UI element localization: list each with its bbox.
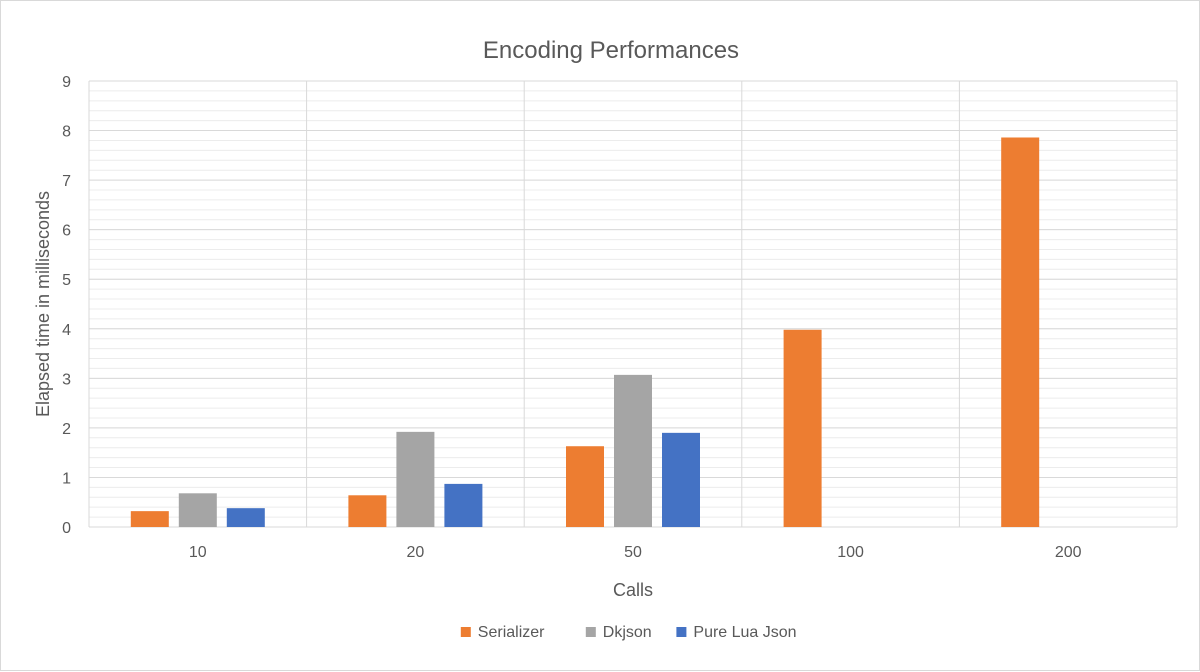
bar-serializer-10 — [130, 511, 169, 527]
legend-label: Dkjson — [603, 624, 652, 641]
x-tick-label: 50 — [624, 544, 642, 561]
bar-serializer-20 — [348, 495, 387, 527]
bar-dkjson-10 — [178, 493, 217, 527]
bars — [130, 137, 1040, 527]
bar-pure-lua-json-10 — [226, 508, 265, 527]
bar-serializer-100 — [783, 329, 822, 527]
bar-pure-lua-json-50 — [662, 432, 700, 527]
y-tick-label: 3 — [62, 371, 71, 388]
bar-serializer-200 — [1001, 137, 1040, 527]
y-tick-label: 6 — [62, 223, 71, 240]
x-tick-label: 10 — [189, 544, 207, 561]
x-axis-label: Calls — [613, 580, 653, 600]
legend-swatch-dkjson — [585, 627, 596, 637]
chart-title: Encoding Performances — [483, 37, 739, 64]
bar-pure-lua-json-20 — [444, 483, 483, 527]
y-tick-label: 0 — [62, 520, 71, 537]
y-tick-label: 2 — [62, 421, 71, 438]
y-axis-label: Elapsed time in milliseconds — [33, 191, 53, 417]
legend-label: Pure Lua Json — [693, 624, 796, 641]
y-axis-ticks: 0 1 2 3 4 5 6 7 8 9 — [62, 74, 71, 537]
y-tick-label: 9 — [62, 74, 71, 91]
y-tick-label: 1 — [62, 470, 71, 487]
bar-dkjson-50 — [614, 374, 652, 527]
bar-serializer-50 — [566, 446, 604, 527]
bar-dkjson-20 — [396, 431, 435, 527]
legend-swatch-serializer — [460, 627, 471, 637]
y-tick-label: 5 — [62, 272, 71, 289]
y-tick-label: 4 — [62, 322, 71, 339]
legend-label: Serializer — [478, 624, 545, 641]
y-tick-label: 7 — [62, 173, 71, 190]
legend: Serializer Dkjson Pure Lua Json — [460, 624, 797, 641]
x-tick-label: 200 — [1055, 544, 1082, 561]
y-tick-label: 8 — [62, 124, 71, 141]
x-tick-label: 100 — [837, 544, 864, 561]
legend-swatch-pure-lua-json — [676, 627, 687, 637]
x-tick-label: 20 — [407, 544, 425, 561]
x-axis-ticks: 10 20 50 100 200 — [189, 544, 1082, 561]
